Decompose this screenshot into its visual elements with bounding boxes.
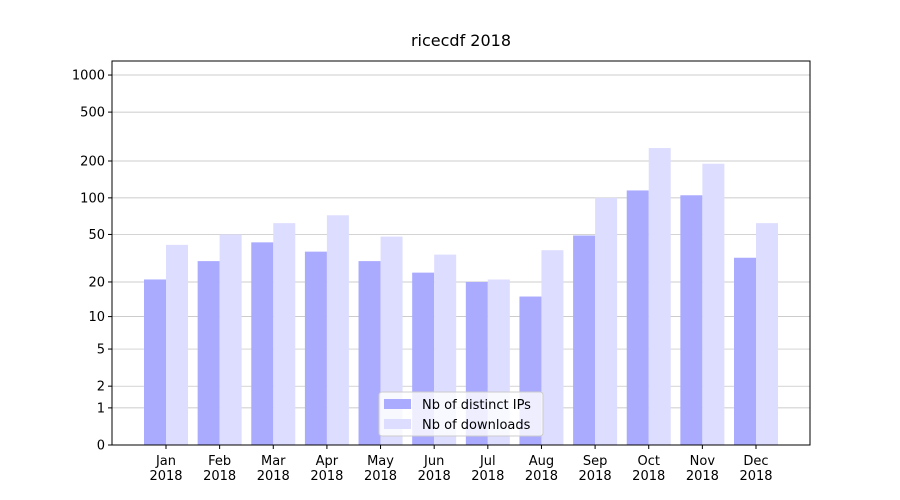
x-tick-label: Jul 2018	[471, 454, 505, 484]
bar	[251, 242, 274, 445]
x-tick-label: Sep 2018	[578, 454, 612, 484]
bar	[756, 223, 778, 445]
y-tick-label: 500	[80, 106, 105, 121]
bar	[702, 163, 725, 445]
y-tick-label: 1000	[72, 69, 105, 84]
y-tick-label: 50	[88, 228, 105, 243]
bar	[197, 261, 220, 445]
y-tick-label: 1	[97, 401, 105, 416]
bar	[734, 257, 756, 445]
bar	[648, 148, 671, 445]
chart-title: ricecdf 2018	[411, 31, 511, 50]
y-tick-label: 5	[97, 343, 105, 358]
x-tick-label: May 2018	[363, 454, 398, 484]
y-tick-label: 200	[80, 155, 105, 170]
bar	[326, 215, 349, 445]
x-tick-label: Oct 2018	[632, 454, 666, 484]
legend-swatch	[384, 419, 411, 429]
y-tick-label: 0	[97, 439, 105, 454]
bar	[304, 251, 327, 445]
y-tick-label: 10	[88, 310, 105, 325]
bar	[680, 195, 703, 445]
bar	[573, 235, 596, 445]
y-tick-label: 2	[97, 380, 105, 395]
bar	[166, 244, 188, 445]
legend-label: Nb of distinct IPs	[422, 398, 531, 413]
x-tick-label: Feb 2018	[203, 454, 237, 484]
y-tick-label: 100	[80, 191, 105, 206]
legend-swatch	[384, 399, 411, 409]
x-tick-label: Aug 2018	[524, 454, 558, 484]
x-tick-label: Apr 2018	[310, 454, 344, 484]
legend-box	[378, 391, 544, 437]
bar	[626, 190, 649, 445]
x-tick-label: Dec 2018	[739, 454, 773, 484]
y-tick-label: 20	[88, 275, 105, 290]
x-tick-label: Mar 2018	[256, 454, 290, 484]
legend-label: Nb of downloads	[422, 418, 531, 433]
bar	[219, 234, 242, 445]
bar	[358, 261, 381, 445]
bar	[144, 279, 166, 445]
x-tick-label: Nov 2018	[685, 454, 719, 484]
bar	[595, 197, 618, 445]
x-tick-label: Jun 2018	[417, 454, 451, 484]
plot-frame	[111, 60, 811, 446]
x-tick-label: Jan 2018	[149, 454, 183, 484]
bar	[541, 250, 564, 445]
bar	[273, 223, 296, 445]
